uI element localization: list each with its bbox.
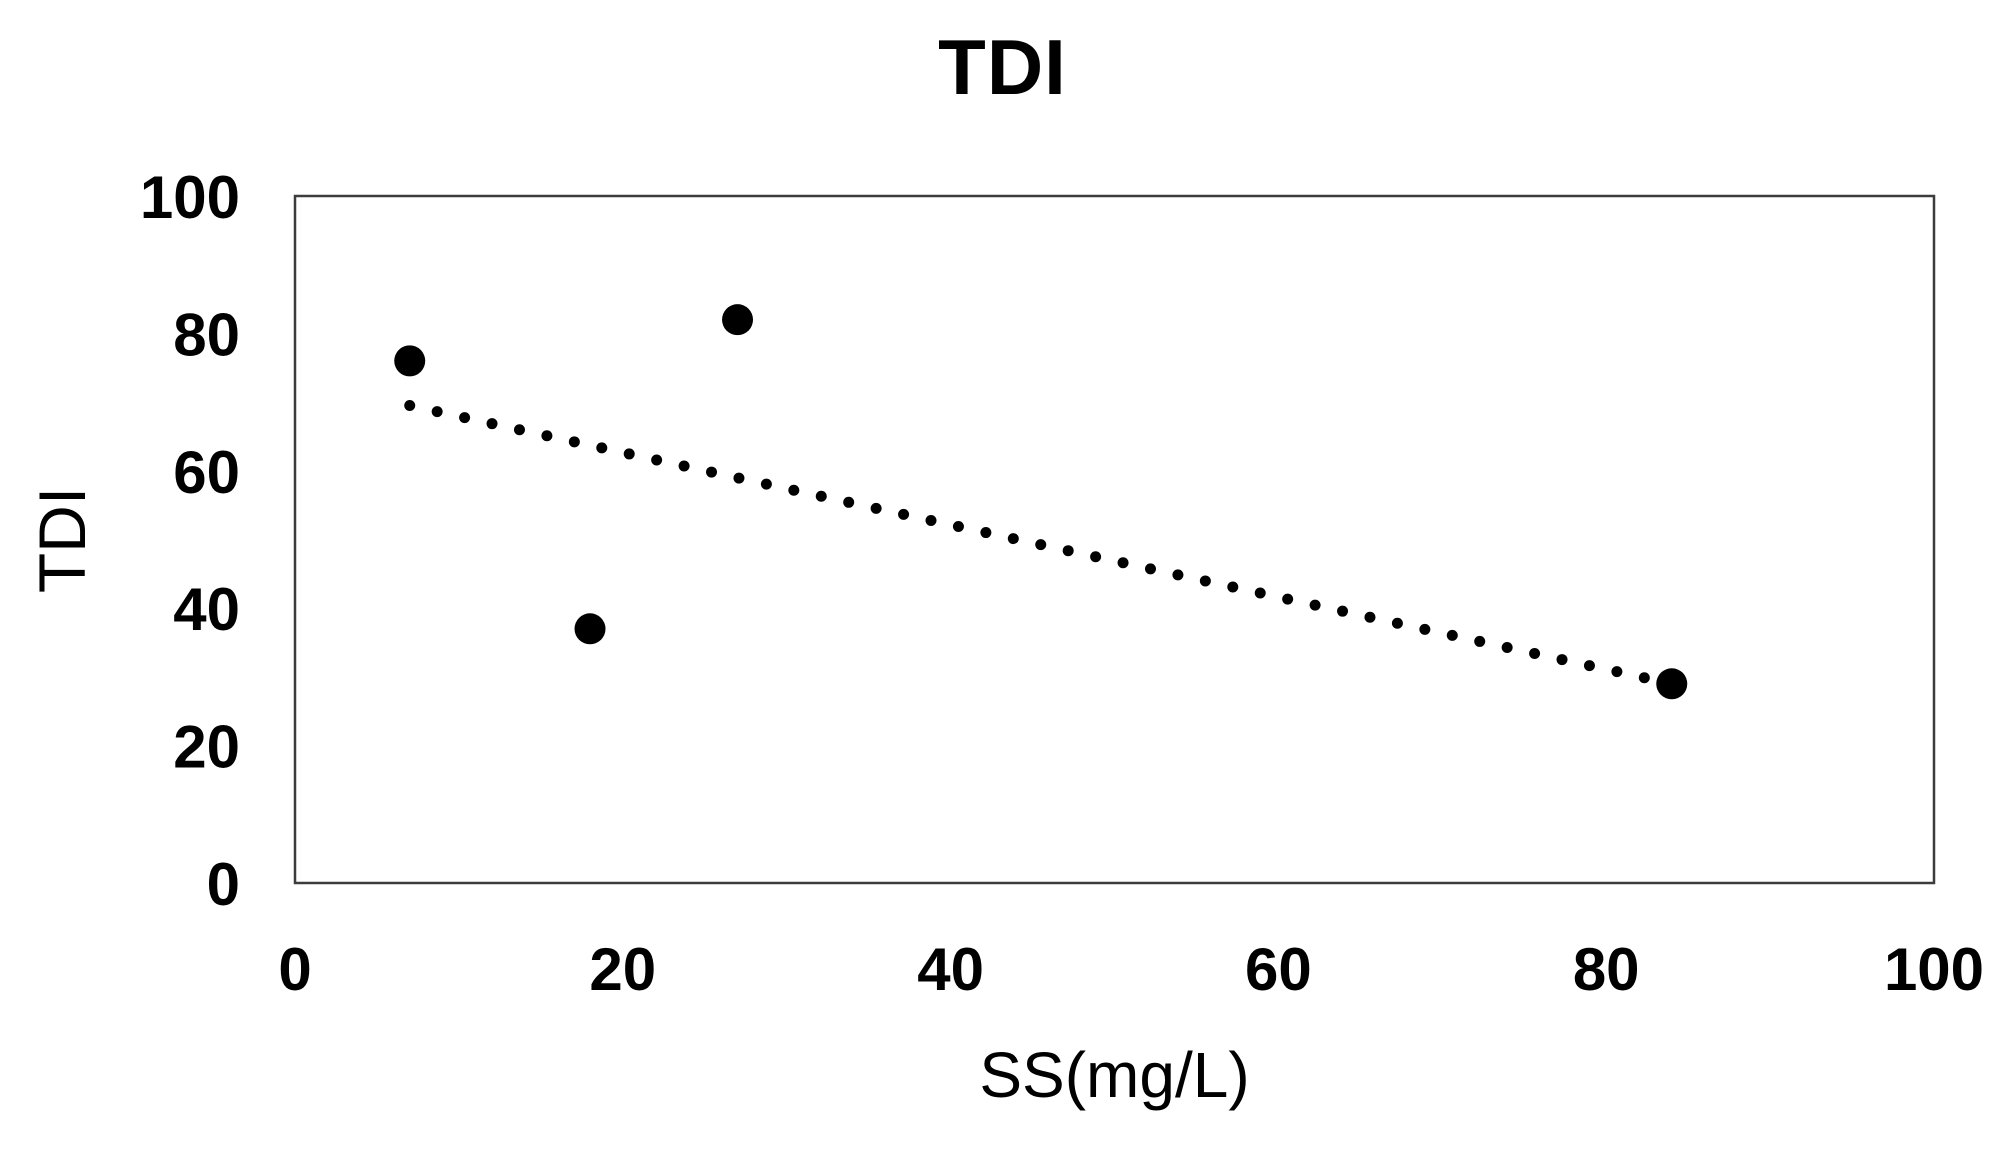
y-tick-label: 100	[140, 164, 240, 231]
x-tick-label: 80	[1573, 936, 1640, 1003]
trendline-dot	[1419, 623, 1431, 635]
trendline-dot	[980, 527, 992, 539]
trendline-dot	[760, 478, 772, 490]
trendline-dot	[1309, 599, 1321, 611]
trendline-dot	[1391, 617, 1403, 629]
trendline-dot	[925, 514, 937, 526]
trendline-dot	[1254, 587, 1266, 599]
trendline-dot	[678, 460, 690, 472]
trendline-dot	[870, 502, 882, 514]
y-tick-label: 40	[173, 576, 240, 643]
trendline-dot	[623, 448, 635, 460]
trendline-dot	[651, 454, 663, 466]
trendline-dot	[1446, 629, 1458, 641]
trendline-dot	[568, 436, 580, 448]
trendline-dot	[541, 430, 553, 442]
y-tick-label: 60	[173, 439, 240, 506]
x-axis-title: SS(mg/L)	[979, 1039, 1250, 1111]
y-tick-label: 20	[173, 714, 240, 781]
trendline-dot	[486, 418, 498, 430]
trendline-dot	[1282, 593, 1294, 605]
trendline-dot	[788, 484, 800, 496]
trendline-dot	[1611, 666, 1623, 678]
trendline-dot	[1337, 605, 1349, 617]
trendline-dot	[733, 472, 745, 484]
trendline-dot	[1090, 551, 1102, 563]
trendline-dot	[1172, 569, 1184, 581]
plot-border	[293, 194, 1936, 885]
trendline-dot	[1474, 635, 1486, 647]
trendline-dot	[1638, 672, 1650, 684]
trendline-dot	[1583, 660, 1595, 672]
trendline-dot	[1501, 641, 1513, 653]
trendline-dot	[1035, 539, 1047, 551]
trendline-dot	[459, 412, 471, 424]
trendline-dot	[898, 508, 910, 520]
x-tick-label: 0	[278, 936, 311, 1003]
y-tick-label: 0	[207, 851, 240, 918]
trendline-dot	[1556, 654, 1568, 666]
x-tick-label: 100	[1884, 936, 1984, 1003]
trendline-dot	[1227, 581, 1239, 593]
trendline-dot	[404, 400, 416, 412]
x-tick-label: 40	[917, 936, 984, 1003]
x-tick-label: 60	[1245, 936, 1312, 1003]
trendline-dot	[1062, 545, 1074, 557]
trendline-dot	[843, 496, 855, 508]
trendline-dot	[1199, 575, 1211, 587]
scatter-point	[1656, 668, 1688, 700]
trendline-dot	[1007, 533, 1019, 545]
x-tick-label: 20	[589, 936, 656, 1003]
trendline-dot	[1364, 611, 1376, 623]
trendline-dot	[1529, 648, 1541, 660]
trendline-dot	[952, 521, 964, 533]
trendline-dot	[815, 490, 827, 502]
trendline-dot	[596, 442, 608, 454]
scatter-point	[574, 613, 606, 645]
trendline-dot	[1117, 557, 1129, 569]
y-tick-label: 80	[173, 301, 240, 368]
scatter-point	[394, 345, 426, 377]
trendline-dot	[706, 466, 718, 478]
trendline-dot	[431, 406, 443, 418]
scatter-point	[722, 304, 754, 336]
chart-title: TDI	[938, 23, 1067, 111]
trendline-dot	[1144, 563, 1156, 575]
trendline-dot	[513, 424, 525, 436]
